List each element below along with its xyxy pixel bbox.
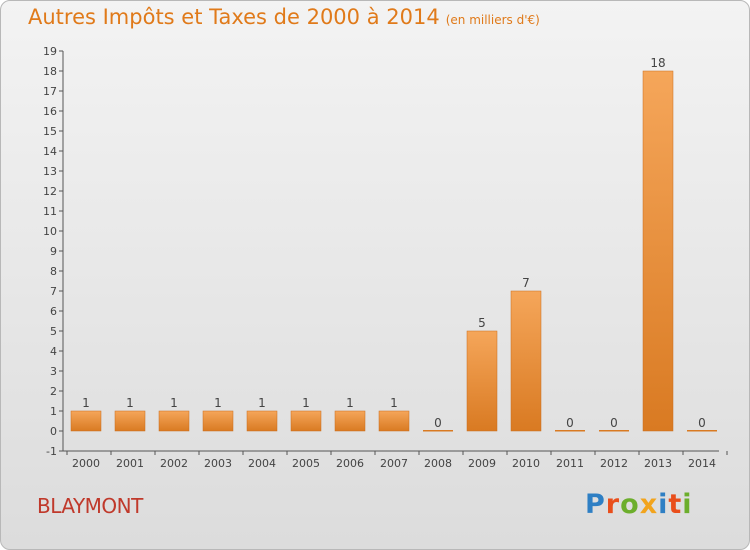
y-tick-label: 17 (43, 85, 57, 98)
bar (642, 70, 674, 432)
y-tick-label: 18 (43, 65, 57, 78)
x-tick-label: 2013 (644, 457, 672, 470)
y-tick-label: 0 (50, 425, 57, 438)
data-label: 1 (170, 396, 178, 410)
brand-letter: t (668, 489, 683, 520)
y-tick-label: 3 (50, 365, 57, 378)
chart-title: Autres Impôts et Taxes de 2000 à 2014 (en… (28, 5, 540, 29)
bar (158, 410, 190, 432)
x-tick-label: 2002 (160, 457, 188, 470)
y-tick-label: 14 (43, 145, 57, 158)
data-label: 0 (610, 416, 618, 430)
data-label: 1 (214, 396, 222, 410)
y-tick-label: 11 (43, 205, 57, 218)
x-tick-label: 2010 (512, 457, 540, 470)
data-label: 0 (566, 416, 574, 430)
y-tick-label: 16 (43, 105, 57, 118)
data-label: 7 (522, 276, 530, 290)
bar (423, 430, 453, 432)
data-label: 1 (302, 396, 310, 410)
y-tick-label: 8 (50, 265, 57, 278)
y-tick-label: 13 (43, 165, 57, 178)
y-tick-label: 15 (43, 125, 57, 138)
bar (334, 410, 366, 432)
bar (555, 430, 585, 432)
y-tick-label: 5 (50, 325, 57, 338)
y-tick-label: 10 (43, 225, 57, 238)
brand-letter: P (585, 489, 606, 520)
brand-letter: o (620, 489, 640, 520)
bar (466, 330, 498, 432)
x-tick-label: 2007 (380, 457, 408, 470)
y-tick-label: 6 (50, 305, 57, 318)
x-tick-label: 2009 (468, 457, 496, 470)
bar (114, 410, 146, 432)
x-tick-label: 2001 (116, 457, 144, 470)
y-tick-label: 1 (50, 405, 57, 418)
x-tick-label: 2003 (204, 457, 232, 470)
y-tick-label: 19 (43, 45, 57, 58)
bar (687, 430, 717, 432)
commune-name: BLAYMONT (37, 494, 143, 518)
x-tick-label: 2014 (688, 457, 716, 470)
y-tick-label: 9 (50, 245, 57, 258)
bar (599, 430, 629, 432)
chart-title-text: Autres Impôts et Taxes de 2000 à 2014 (28, 5, 440, 29)
brand-letter: i (658, 489, 669, 520)
data-label: 1 (126, 396, 134, 410)
y-tick-label: 12 (43, 185, 57, 198)
data-label: 1 (258, 396, 266, 410)
bar (290, 410, 322, 432)
bar (510, 290, 542, 432)
chart-unit: (en milliers d'€) (445, 13, 540, 27)
x-tick-label: 2004 (248, 457, 276, 470)
bar (246, 410, 278, 432)
data-label: 1 (390, 396, 398, 410)
data-label: 0 (698, 416, 706, 430)
data-label: 1 (346, 396, 354, 410)
brand-letter: i (682, 489, 693, 520)
brand-letter: x (639, 489, 659, 520)
brand-letter: r (605, 489, 621, 520)
y-tick-label: -1 (46, 445, 57, 458)
y-tick-label: 7 (50, 285, 57, 298)
x-tick-label: 2008 (424, 457, 452, 470)
bar (70, 410, 102, 432)
y-tick-label: 2 (50, 385, 57, 398)
data-label: 5 (478, 316, 486, 330)
x-tick-label: 2005 (292, 457, 320, 470)
data-label: 1 (82, 396, 90, 410)
data-label: 18 (650, 56, 665, 70)
x-tick-label: 2011 (556, 457, 584, 470)
bar (378, 410, 410, 432)
x-tick-label: 2012 (600, 457, 628, 470)
data-label: 0 (434, 416, 442, 430)
bar (202, 410, 234, 432)
brand-logo: Proxiti (585, 489, 693, 520)
y-tick-label: 4 (50, 345, 57, 358)
x-tick-label: 2000 (72, 457, 100, 470)
x-tick-label: 2006 (336, 457, 364, 470)
